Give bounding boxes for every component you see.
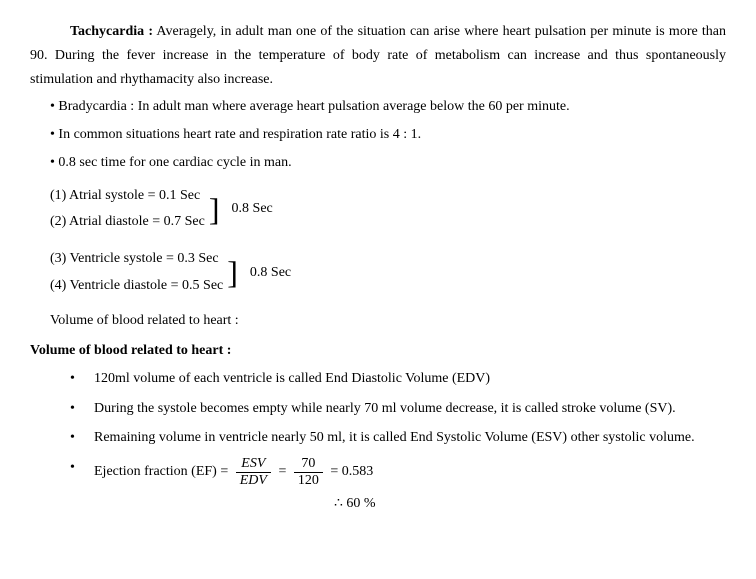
bullet-bradycardia: • Bradycardia : In adult man where avera… <box>50 95 726 119</box>
bullet-mark: • <box>70 367 94 391</box>
bullet-cycle-time: • 0.8 sec time for one cardiac cycle in … <box>50 151 726 175</box>
ventricle-diastole: (4) Ventricle diastole = 0.5 Sec <box>50 273 223 300</box>
atrial-systole: (1) Atrial systole = 0.1 Sec <box>50 183 205 210</box>
ef-fraction-2: 70 120 <box>294 456 323 488</box>
ef-frac2-num: 70 <box>294 456 323 472</box>
bracket-icon: ] <box>227 260 238 286</box>
ef-frac2-den: 120 <box>294 473 323 488</box>
cardiac-cycle-block: (1) Atrial systole = 0.1 Sec (2) Atrial … <box>50 183 726 299</box>
ventricle-pair: (3) Ventricle systole = 0.3 Sec (4) Vent… <box>50 246 726 299</box>
bullet-ef: • Ejection fraction (EF) = ESV EDV = 70 … <box>70 456 726 516</box>
bullet-sv: • During the systole becomes empty while… <box>70 397 726 421</box>
ef-content: Ejection fraction (EF) = ESV EDV = 70 12… <box>94 456 726 516</box>
sv-text: During the systole becomes empty while n… <box>94 397 726 421</box>
tachycardia-paragraph: Tachycardia : Averagely, in adult man on… <box>30 20 726 91</box>
ef-eq1: = <box>278 464 289 479</box>
bullet-mark: • <box>70 426 94 450</box>
ef-label: Ejection fraction (EF) = <box>94 464 232 479</box>
ventricle-systole: (3) Ventricle systole = 0.3 Sec <box>50 246 223 273</box>
tachycardia-label: Tachycardia : <box>70 24 153 39</box>
volume-heading-1: Volume of blood related to heart : <box>50 309 726 333</box>
ef-fraction-1: ESV EDV <box>236 456 271 488</box>
volume-heading-2: Volume of blood related to heart : <box>30 339 726 363</box>
volume-bullets: • 120ml volume of each ventricle is call… <box>70 367 726 516</box>
esv-text: Remaining volume in ventricle nearly 50 … <box>94 426 726 450</box>
atrial-pair: (1) Atrial systole = 0.1 Sec (2) Atrial … <box>50 183 726 236</box>
bullet-esv: • Remaining volume in ventricle nearly 5… <box>70 426 726 450</box>
ventricle-sum: 0.8 Sec <box>250 261 291 285</box>
bracket-icon: ] <box>209 197 220 223</box>
edv-text: 120ml volume of each ventricle is called… <box>94 367 726 391</box>
ef-frac1-num: ESV <box>236 456 271 472</box>
atrial-diastole: (2) Atrial diastole = 0.7 Sec <box>50 209 205 236</box>
ef-therefore: ∴ 60 % <box>334 492 726 516</box>
bullet-mark: • <box>70 397 94 421</box>
atrial-sum: 0.8 Sec <box>232 197 273 221</box>
bullet-ratio: • In common situations heart rate and re… <box>50 123 726 147</box>
bullet-edv: • 120ml volume of each ventricle is call… <box>70 367 726 391</box>
ef-result: = 0.583 <box>330 464 373 479</box>
ef-frac1-den: EDV <box>236 473 271 488</box>
bullet-mark: • <box>70 456 94 516</box>
